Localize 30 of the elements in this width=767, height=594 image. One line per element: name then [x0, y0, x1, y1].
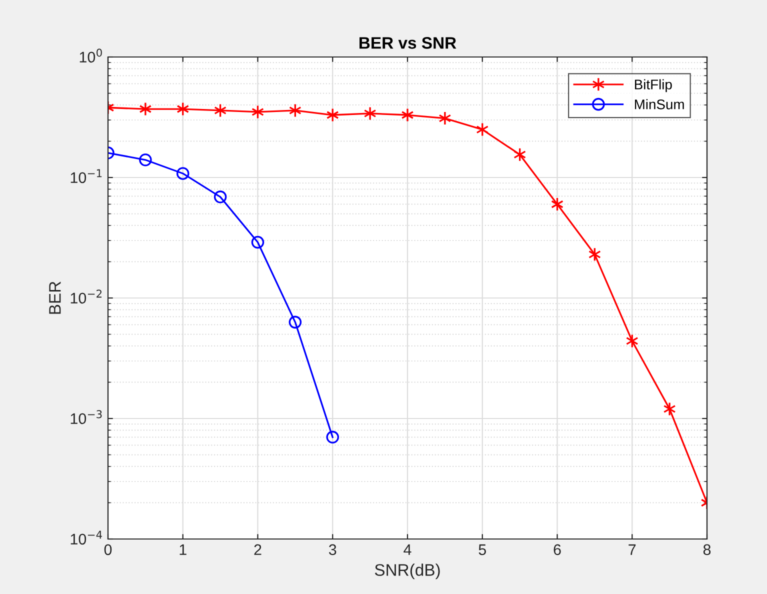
point — [438, 111, 452, 126]
x-tick-label: 3 — [328, 544, 336, 556]
point — [176, 167, 190, 180]
point — [401, 108, 414, 122]
point — [251, 236, 264, 249]
point — [326, 430, 340, 444]
x-axis-title: SNR(dB) — [374, 564, 440, 580]
y-tick-label: 10$^{−2}$ — [70, 290, 102, 304]
x-tick-label: 6 — [554, 544, 561, 556]
y-tick-label: 10$^{−1}$ — [70, 169, 102, 184]
y-tick-label: 10$^{−3}$ — [70, 410, 102, 424]
point — [364, 106, 376, 121]
point — [214, 190, 227, 204]
x-tick-label: 8 — [703, 544, 711, 556]
x-tick-label: 7 — [628, 544, 636, 555]
point — [139, 154, 152, 166]
point — [288, 316, 302, 329]
y-tick-label: 10$^{−4}$ — [70, 530, 102, 545]
x-tick-label: 0 — [104, 544, 112, 556]
x-tick-label: 4 — [404, 544, 412, 555]
y-axis-title: BER — [49, 282, 61, 314]
legend-label: MinSum — [634, 99, 684, 110]
legend-label: BitFlip — [634, 79, 672, 92]
point — [663, 402, 676, 416]
x-tick-label: 2 — [254, 544, 262, 555]
x-tick-label: 1 — [180, 544, 186, 555]
chart-title: BER vs SNR — [360, 37, 456, 49]
y-tick-label: 10$^{0}$ — [80, 48, 102, 63]
point — [139, 102, 152, 116]
x-tick-label: 5 — [478, 544, 486, 556]
